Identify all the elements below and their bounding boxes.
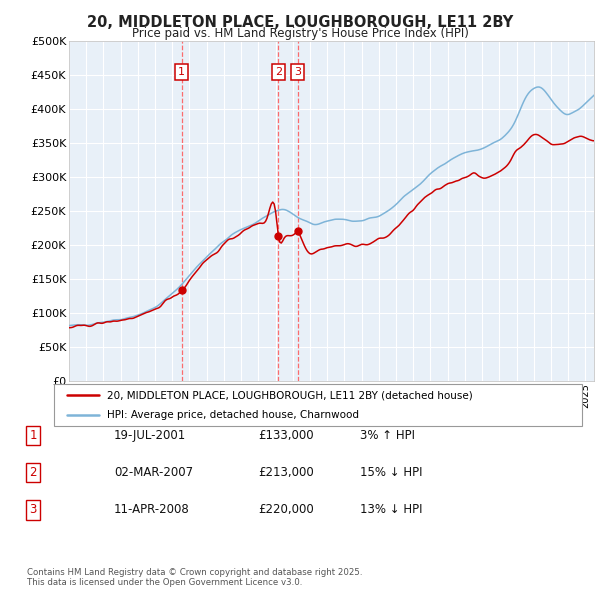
Text: 20, MIDDLETON PLACE, LOUGHBOROUGH, LE11 2BY (detached house): 20, MIDDLETON PLACE, LOUGHBOROUGH, LE11 … xyxy=(107,391,473,401)
Text: Price paid vs. HM Land Registry's House Price Index (HPI): Price paid vs. HM Land Registry's House … xyxy=(131,27,469,40)
Text: 13% ↓ HPI: 13% ↓ HPI xyxy=(360,503,422,516)
Text: 11-APR-2008: 11-APR-2008 xyxy=(114,503,190,516)
Text: £213,000: £213,000 xyxy=(258,466,314,479)
Text: 1: 1 xyxy=(29,429,37,442)
Text: HPI: Average price, detached house, Charnwood: HPI: Average price, detached house, Char… xyxy=(107,411,359,420)
Text: Contains HM Land Registry data © Crown copyright and database right 2025.
This d: Contains HM Land Registry data © Crown c… xyxy=(27,568,362,587)
Text: 20, MIDDLETON PLACE, LOUGHBOROUGH, LE11 2BY: 20, MIDDLETON PLACE, LOUGHBOROUGH, LE11 … xyxy=(87,15,513,30)
Text: 15% ↓ HPI: 15% ↓ HPI xyxy=(360,466,422,479)
Text: £220,000: £220,000 xyxy=(258,503,314,516)
Text: £133,000: £133,000 xyxy=(258,429,314,442)
FancyBboxPatch shape xyxy=(54,384,582,426)
Text: 2: 2 xyxy=(275,67,282,77)
Text: 2: 2 xyxy=(29,466,37,479)
Text: 19-JUL-2001: 19-JUL-2001 xyxy=(114,429,186,442)
Text: 02-MAR-2007: 02-MAR-2007 xyxy=(114,466,193,479)
Text: 3: 3 xyxy=(29,503,37,516)
Text: 3: 3 xyxy=(294,67,301,77)
Text: 3% ↑ HPI: 3% ↑ HPI xyxy=(360,429,415,442)
Text: 1: 1 xyxy=(178,67,185,77)
